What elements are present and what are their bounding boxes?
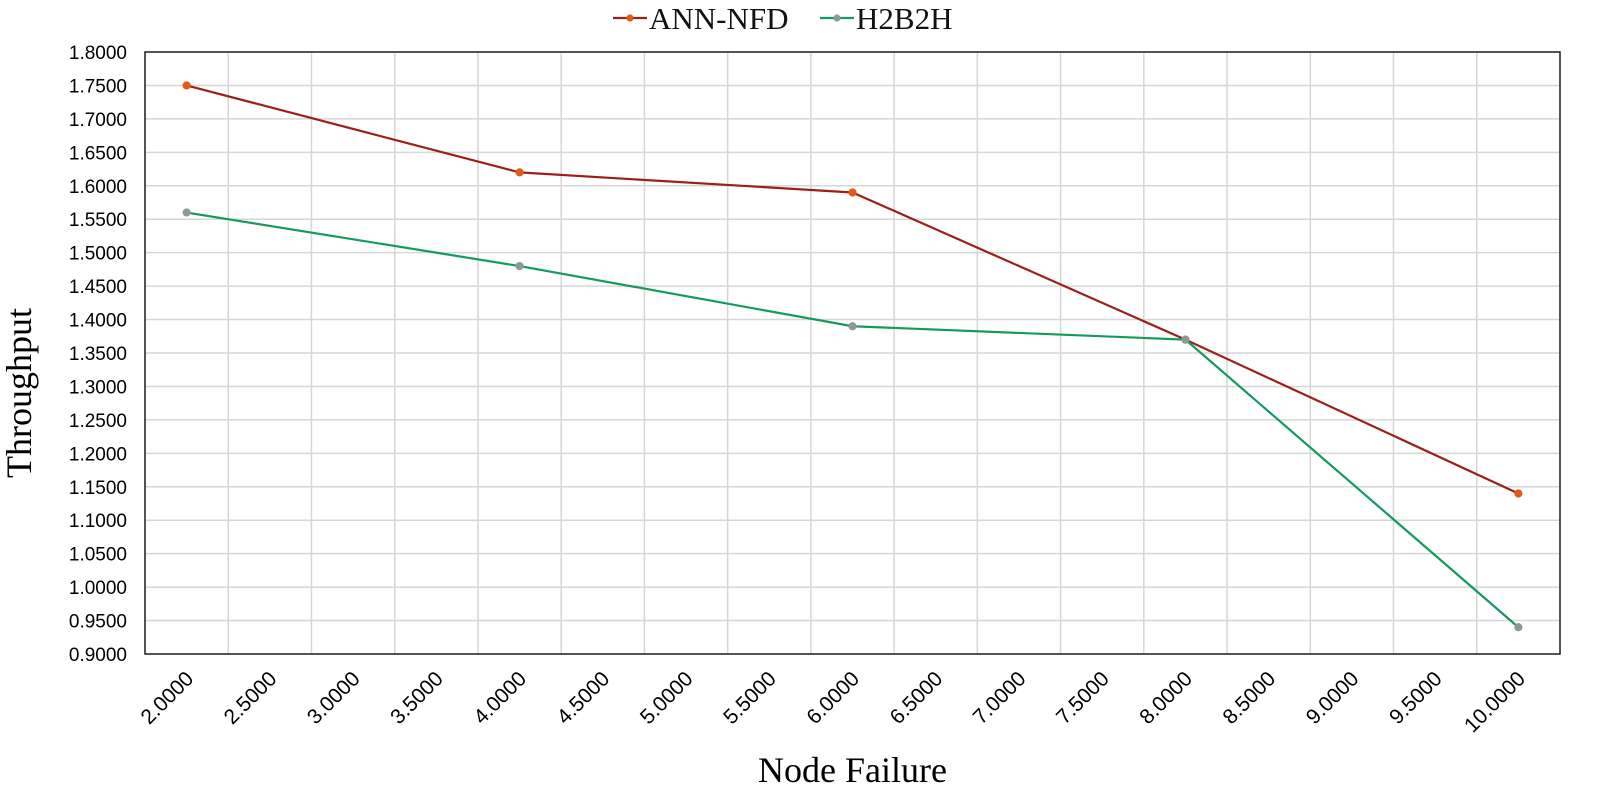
legend-label: H2B2H xyxy=(856,1,952,36)
legend-item: H2B2H xyxy=(820,1,952,36)
y-tick-label: 1.6000 xyxy=(69,177,127,198)
x-tick-label: 9.0000 xyxy=(1302,667,1364,729)
series-ann-nfd xyxy=(182,81,1523,498)
y-tick-label: 1.7500 xyxy=(69,76,127,97)
legend-label: ANN-NFD xyxy=(649,1,789,36)
x-tick-label: 2.0000 xyxy=(136,667,198,729)
x-tick-label: 10.0000 xyxy=(1460,667,1530,737)
x-tick-label: 7.0000 xyxy=(969,667,1031,729)
data-point xyxy=(515,168,524,177)
y-tick-label: 1.0500 xyxy=(69,545,127,566)
data-point xyxy=(1514,623,1523,632)
y-tick-label: 1.6500 xyxy=(69,143,127,164)
y-axis-title: Throughput xyxy=(0,308,39,478)
legend-item: ANN-NFD xyxy=(613,1,789,36)
x-axis-ticks: 2.0000 2.5000 3.0000 3.5000 4.0000 4.5000 5.00… xyxy=(136,667,1529,737)
y-tick-label: 1.4000 xyxy=(69,311,127,332)
y-tick-label: 0.9500 xyxy=(69,612,127,633)
y-tick-label: 1.5500 xyxy=(69,210,127,231)
x-tick-label: 4.0000 xyxy=(469,667,531,729)
data-point xyxy=(515,261,524,271)
series-h2b2h xyxy=(182,208,1523,632)
x-tick-label: 8.5000 xyxy=(1219,667,1281,729)
y-tick-label: 1.1000 xyxy=(69,511,127,532)
x-tick-label: 4.5000 xyxy=(553,667,615,729)
series-group xyxy=(182,81,1523,632)
y-tick-label: 1.2500 xyxy=(69,411,127,432)
x-tick-label: 5.0000 xyxy=(636,667,698,729)
data-point xyxy=(848,322,857,331)
y-tick-label: 1.5000 xyxy=(69,244,127,265)
x-tick-label: 2.5000 xyxy=(220,667,282,729)
data-point xyxy=(1181,335,1190,344)
data-point xyxy=(182,81,191,90)
plot-area xyxy=(144,51,1561,655)
data-point xyxy=(182,208,191,217)
y-tick-label: 1.8000 xyxy=(69,43,127,64)
y-tick-label: 1.3000 xyxy=(69,377,127,398)
y-tick-label: 1.4500 xyxy=(69,277,127,298)
x-axis-title: Node Failure xyxy=(758,750,947,790)
x-tick-label: 3.5000 xyxy=(386,667,448,729)
data-point xyxy=(848,188,857,197)
y-tick-label: 1.0000 xyxy=(69,578,127,599)
x-tick-label: 5.5000 xyxy=(719,667,781,729)
data-point xyxy=(1514,489,1523,498)
legend: ANN-NFD H2B2H xyxy=(613,1,952,36)
y-axis-ticks: 0.9000 0.9500 1.0000 1.0500 1.1000 1.1500 1.20… xyxy=(69,43,127,666)
gridlines xyxy=(144,51,1561,655)
x-tick-label: 8.0000 xyxy=(1135,667,1197,729)
x-tick-label: 3.0000 xyxy=(303,667,365,729)
legend-marker xyxy=(833,14,841,22)
y-tick-label: 1.2000 xyxy=(69,444,127,465)
y-tick-label: 1.3500 xyxy=(69,344,127,365)
series-line xyxy=(186,84,1519,495)
x-tick-label: 9.5000 xyxy=(1385,667,1447,729)
x-tick-label: 6.5000 xyxy=(886,667,948,729)
legend-marker xyxy=(626,14,634,22)
y-tick-label: 1.7000 xyxy=(69,110,127,131)
x-tick-label: 7.5000 xyxy=(1052,667,1114,729)
x-tick-label: 6.0000 xyxy=(802,667,864,729)
y-tick-label: 1.1500 xyxy=(69,478,127,499)
y-tick-label: 0.9000 xyxy=(69,645,127,666)
